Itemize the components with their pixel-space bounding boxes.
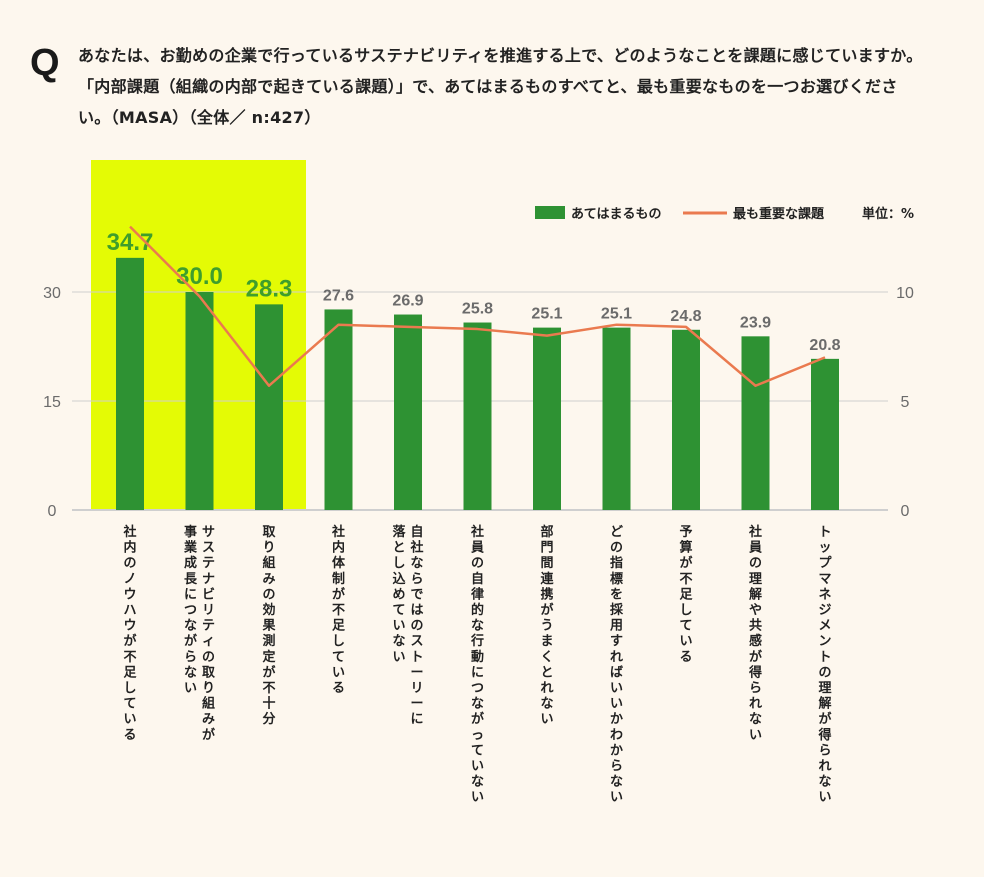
y-left-tick-label: 30	[43, 285, 61, 302]
bar	[463, 322, 492, 510]
bar-value-label: 30.0	[176, 263, 223, 290]
category-label: どの指標を採用すればいいかわからない	[609, 525, 624, 805]
y-right-tick-label: 10	[896, 285, 914, 302]
bar-value-label: 26.9	[392, 293, 423, 310]
bar	[324, 309, 353, 510]
bar-value-label: 24.8	[670, 308, 701, 325]
bar	[255, 304, 283, 510]
category-label: サステナビリティの取り組みが	[202, 525, 216, 743]
y-right-tick-label: 0	[901, 503, 910, 520]
category-label: 社内のノウハウが不足している	[122, 524, 137, 743]
bar-value-label: 23.9	[740, 314, 771, 331]
bar-value-label: 25.1	[531, 306, 562, 323]
bar	[116, 257, 144, 510]
y-left-tick-label: 15	[43, 394, 61, 411]
legend-line-label: 最も重要な課題	[733, 206, 825, 222]
y-right-tick-label: 5	[901, 394, 910, 411]
category-label: 部門間連携がうまくとれない	[540, 524, 554, 727]
legend-bar-label: あてはまるもの	[571, 207, 661, 222]
bar-value-label: 25.8	[462, 301, 493, 318]
category-label: 社内体制が不足している	[331, 524, 346, 696]
bar-value-label: 25.1	[601, 306, 632, 323]
legend-bar-swatch	[535, 206, 565, 219]
bar-value-label: 27.6	[323, 287, 354, 304]
bar	[533, 327, 561, 510]
bar	[602, 327, 631, 510]
category-label: 社員の理解や共感が得られない	[748, 524, 762, 743]
bar	[672, 329, 700, 510]
question-mark: Q	[30, 42, 60, 84]
bar	[811, 358, 839, 510]
y-left-tick-label: 0	[48, 503, 57, 520]
bar	[185, 292, 214, 510]
question-block: Q あなたは、お勤めの企業で行っているサステナビリティを推進する上で、どのような…	[30, 40, 930, 133]
category-label: 落とし込めていない	[392, 524, 406, 665]
category-label: 自社ならではのストーリーに	[409, 524, 423, 727]
bar-value-label: 28.3	[246, 275, 293, 302]
category-label: 社員の自律的な行動につながっていない	[470, 524, 484, 805]
bar-value-label: 20.8	[809, 337, 840, 354]
legend-unit-label: 単位：%	[862, 206, 914, 222]
category-label: トップマネジメントの理解が得られない	[817, 525, 832, 805]
category-label: 事業成長につながらない	[183, 524, 198, 696]
category-label: 予算が不足している	[679, 525, 693, 665]
bar	[394, 314, 422, 510]
question-text: あなたは、お勤めの企業で行っているサステナビリティを推進する上で、どのようなこと…	[78, 46, 923, 127]
bar	[741, 336, 770, 510]
category-label: 取り組みの効果測定が不十分	[261, 525, 276, 727]
